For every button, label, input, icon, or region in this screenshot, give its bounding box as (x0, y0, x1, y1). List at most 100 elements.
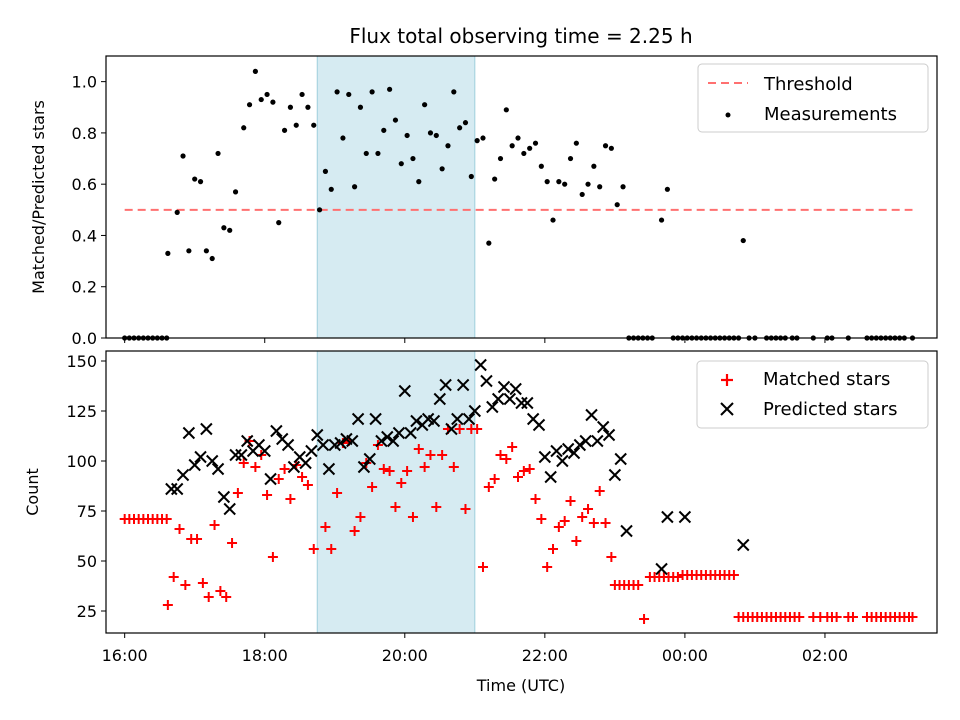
measurement-point (328, 186, 334, 192)
bottom-x-tick-label: 18:00 (242, 646, 288, 665)
predicted-star-point (497, 380, 511, 394)
measurement-point (192, 176, 198, 182)
predicted-star-point (299, 456, 312, 470)
matched-star-point (308, 544, 319, 554)
matched-star-point (279, 464, 290, 474)
predicted-star-points (165, 358, 750, 576)
measurement-point (334, 89, 340, 95)
matched-star-point (542, 562, 553, 572)
measurement-point (462, 120, 469, 126)
predicted-star-point (241, 434, 254, 448)
top-axes-frame (105, 55, 938, 339)
matched-star-point (530, 494, 541, 504)
measurement-point (351, 184, 358, 190)
matched-star-point (262, 490, 273, 500)
predicted-star-point (567, 446, 581, 460)
predicted-star-point (375, 434, 388, 448)
matched-star-point (232, 488, 243, 498)
measurement-point (439, 166, 445, 172)
predicted-star-point (433, 392, 447, 406)
matched-star-point (402, 466, 413, 476)
predicted-star-point (678, 510, 692, 524)
predicted-star-point (258, 444, 271, 458)
bottom-axes-frame (105, 350, 938, 634)
top-y-ticks: 0.0 0.2 0.4 0.6 0.8 1.0 (72, 73, 106, 348)
predicted-star-point (655, 562, 668, 576)
predicted-star-point (316, 438, 330, 452)
predicted-star-point (620, 524, 633, 538)
predicted-star-point (596, 420, 610, 434)
measurement-point (509, 143, 515, 149)
measurement-point (503, 107, 509, 113)
measurement-point (521, 150, 527, 157)
measurement-point (404, 132, 410, 139)
measurement-point (227, 227, 233, 233)
matched-star-point (633, 580, 644, 590)
matched-star-point (419, 462, 430, 472)
predicted-star-point (503, 392, 517, 406)
matched-star-point (728, 570, 739, 580)
measurement-point (340, 135, 346, 141)
matched-star-point (332, 488, 343, 498)
predicted-star-point (287, 460, 301, 474)
matched-star-point (501, 454, 512, 464)
measurement-point (180, 153, 186, 159)
matched-star-point (367, 482, 378, 492)
measurement-point (346, 91, 352, 98)
measurement-point (299, 91, 305, 98)
predicted-star-point (556, 454, 569, 468)
bottom-y-tick-label: 50 (77, 552, 97, 571)
predicted-star-point (281, 438, 295, 452)
legend-matched-label: Matched stars (763, 369, 890, 390)
bottom-y-tick-label: 150 (66, 352, 97, 371)
matched-star-point (384, 466, 395, 476)
matched-star-point (431, 502, 442, 512)
predicted-star-point (515, 396, 528, 410)
measurement-point (381, 127, 387, 133)
predicted-star-point (427, 414, 441, 428)
measurement-point (363, 150, 369, 157)
matched-star-point (437, 450, 448, 460)
predicted-star-point (573, 438, 587, 452)
predicted-star-point (264, 472, 277, 486)
top-y-tick-label: 0.2 (72, 278, 97, 297)
predicted-star-point (270, 424, 283, 438)
predicted-star-point (392, 426, 406, 440)
bottom-panel: 25 50 75 100 125 150 16:00 18:00 20:00 22:00 00:0… (23, 350, 938, 695)
predicted-star-point (235, 448, 248, 462)
measurement-point (579, 191, 585, 198)
matched-star-point (267, 552, 278, 562)
matched-star-point (221, 592, 232, 602)
predicted-star-point (170, 482, 184, 496)
predicted-star-point (176, 468, 190, 482)
matched-star-point (600, 518, 611, 528)
measurement-point (410, 155, 416, 162)
matched-star-point (162, 600, 173, 610)
bottom-x-tick-label: 22:00 (522, 646, 568, 665)
measurement-point (468, 173, 474, 180)
measurement-point (186, 248, 192, 254)
matched-star-point (174, 524, 185, 534)
measurement-point (457, 125, 463, 131)
matched-star-point (483, 482, 494, 492)
matched-star-point (477, 562, 488, 572)
measurement-point (573, 140, 579, 146)
predicted-star-point (223, 502, 236, 516)
predicted-star-point (410, 414, 423, 428)
predicted-star-point (491, 392, 505, 406)
measurement-point (241, 125, 247, 131)
top-y-tick-label: 1.0 (72, 73, 97, 92)
predicted-star-point (322, 462, 336, 476)
matched-star-point (536, 514, 547, 524)
matched-star-point (413, 444, 424, 454)
predicted-star-point (550, 444, 563, 458)
measurement-point (165, 250, 171, 256)
matched-star-point (407, 512, 418, 522)
legend-matched-swatch (721, 374, 733, 386)
predicted-star-point (451, 412, 464, 426)
matched-star-point (559, 516, 570, 526)
bottom-x-tick-label: 00:00 (662, 646, 708, 665)
matched-star-point (518, 466, 529, 476)
matched-star-point (847, 612, 858, 622)
